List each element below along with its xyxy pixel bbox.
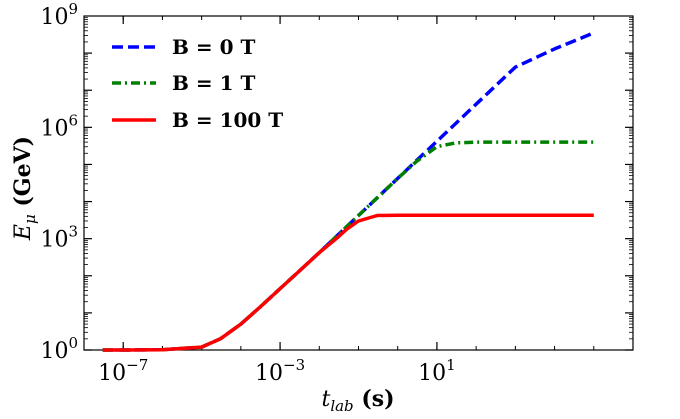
minor-ticks (83, 16, 634, 350)
legend-label-b100: B = 100 T (172, 108, 283, 132)
x-tick-label: 10−7 (98, 356, 148, 386)
y-axis-title: Eμ (GeV) (10, 136, 39, 241)
legend-label-b1: B = 1 T (172, 71, 255, 95)
x-axis-title: tlab (s) (321, 386, 394, 415)
x-tick-label: 10−3 (255, 356, 305, 386)
y-tick-label: 109 (40, 0, 78, 30)
x-tick-label: 101 (418, 356, 456, 386)
y-tick-label: 106 (40, 111, 78, 141)
y-tick-label: 103 (40, 223, 78, 253)
legend-label-b0: B = 0 T (172, 35, 255, 59)
y-tick-labels: 100 103 106 109 (40, 0, 78, 364)
series-b100-line (102, 213, 594, 352)
legend: B = 0 T B = 1 T B = 100 T (112, 35, 283, 132)
major-ticks (84, 16, 633, 351)
series-layer (102, 31, 595, 352)
series-b1-line (102, 140, 594, 352)
plot-frame (83, 15, 634, 351)
y-tick-label: 100 (40, 334, 78, 364)
x-tick-labels: 10−7 10−3 101 (98, 356, 456, 386)
